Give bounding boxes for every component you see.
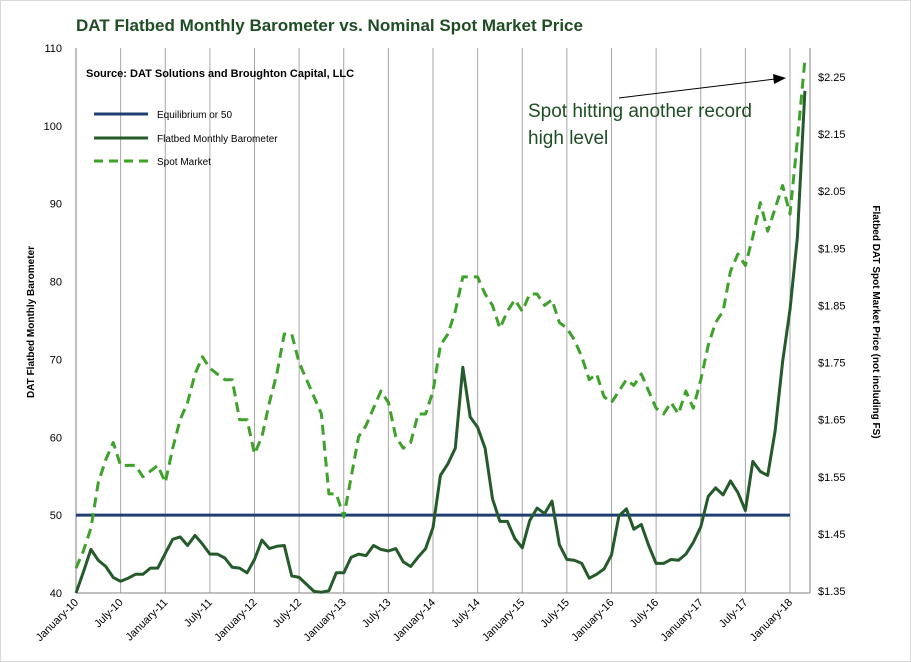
- left-tick-label: 60: [50, 432, 62, 444]
- left-axis-title: DAT Flatbed Monthly Barometer: [26, 246, 37, 398]
- x-tick-label: July-13: [360, 597, 394, 631]
- x-tick-label: January-15: [480, 597, 527, 644]
- legend-label-spot: Spot Market: [157, 157, 211, 168]
- plot-series: [74, 59, 807, 594]
- series-line-flatbed-barometer: [74, 90, 807, 594]
- annotation-arrow: [618, 74, 786, 99]
- right-tick-label: $2.15: [818, 129, 846, 141]
- left-tick-label: 50: [50, 510, 62, 522]
- legend-label-equilibrium: Equilibrium or 50: [157, 110, 232, 121]
- vertical-grid: [75, 48, 811, 594]
- right-axis-ticks: $1.35 $1.45 $1.55 $1.65 $1.75 $1.85 $1.95 $2.05…: [818, 72, 846, 598]
- right-tick-label: $1.35: [818, 586, 846, 598]
- x-tick-label: January-17: [658, 597, 705, 644]
- x-tick-label: January-14: [391, 597, 438, 644]
- right-tick-label: $1.65: [818, 415, 846, 427]
- source-note: Source: DAT Solutions and Broughton Capi…: [86, 68, 354, 80]
- x-tick-label: July-10: [92, 597, 126, 631]
- x-tick-label: January-10: [34, 597, 81, 644]
- right-tick-label: $1.95: [818, 243, 846, 255]
- annotation-line-2: high level: [528, 128, 608, 149]
- x-tick-label: January-16: [569, 597, 616, 644]
- x-tick-label: July-16: [628, 597, 662, 631]
- series-line-spot-market: [74, 59, 807, 569]
- x-tick-label: January-18: [748, 597, 795, 644]
- left-tick-label: 110: [44, 43, 62, 55]
- right-tick-label: $1.55: [818, 472, 846, 484]
- right-tick-label: $2.25: [818, 72, 846, 84]
- right-tick-label: $2.05: [818, 186, 846, 198]
- x-tick-label: July-17: [717, 597, 751, 631]
- right-axis-title: Flatbed DAT Spot Market Price (not inclu…: [870, 205, 881, 438]
- x-tick-label: July-15: [538, 597, 572, 631]
- annotation-line-1: Spot hitting another record: [528, 101, 752, 122]
- right-tick-label: $1.75: [818, 358, 846, 370]
- x-tick-label: January-13: [301, 597, 348, 644]
- left-tick-label: 100: [44, 121, 62, 133]
- x-tick-label: July-12: [271, 597, 305, 631]
- left-tick-label: 80: [50, 277, 62, 289]
- left-axis-ticks: 40 50 60 70 80 90 100 110: [44, 43, 62, 600]
- right-tick-label: $1.85: [818, 300, 846, 312]
- x-tick-label: July-11: [182, 597, 215, 630]
- left-tick-label: 40: [50, 588, 62, 600]
- annotation-arrow-shaft: [618, 78, 776, 99]
- x-tick-label: January-12: [212, 597, 259, 644]
- right-tick-label: $1.45: [818, 529, 846, 541]
- legend: Equilibrium or 50 Flatbed Monthly Barome…: [94, 110, 278, 168]
- annotation-arrow-head: [773, 74, 786, 84]
- x-tick-label: July-14: [449, 597, 483, 631]
- chart-title: DAT Flatbed Monthly Barometer vs. Nomina…: [76, 16, 583, 35]
- x-tick-label: January-11: [124, 597, 171, 644]
- left-tick-label: 70: [50, 354, 62, 366]
- left-tick-label: 90: [50, 199, 62, 211]
- legend-label-barometer: Flatbed Monthly Barometer: [157, 134, 278, 145]
